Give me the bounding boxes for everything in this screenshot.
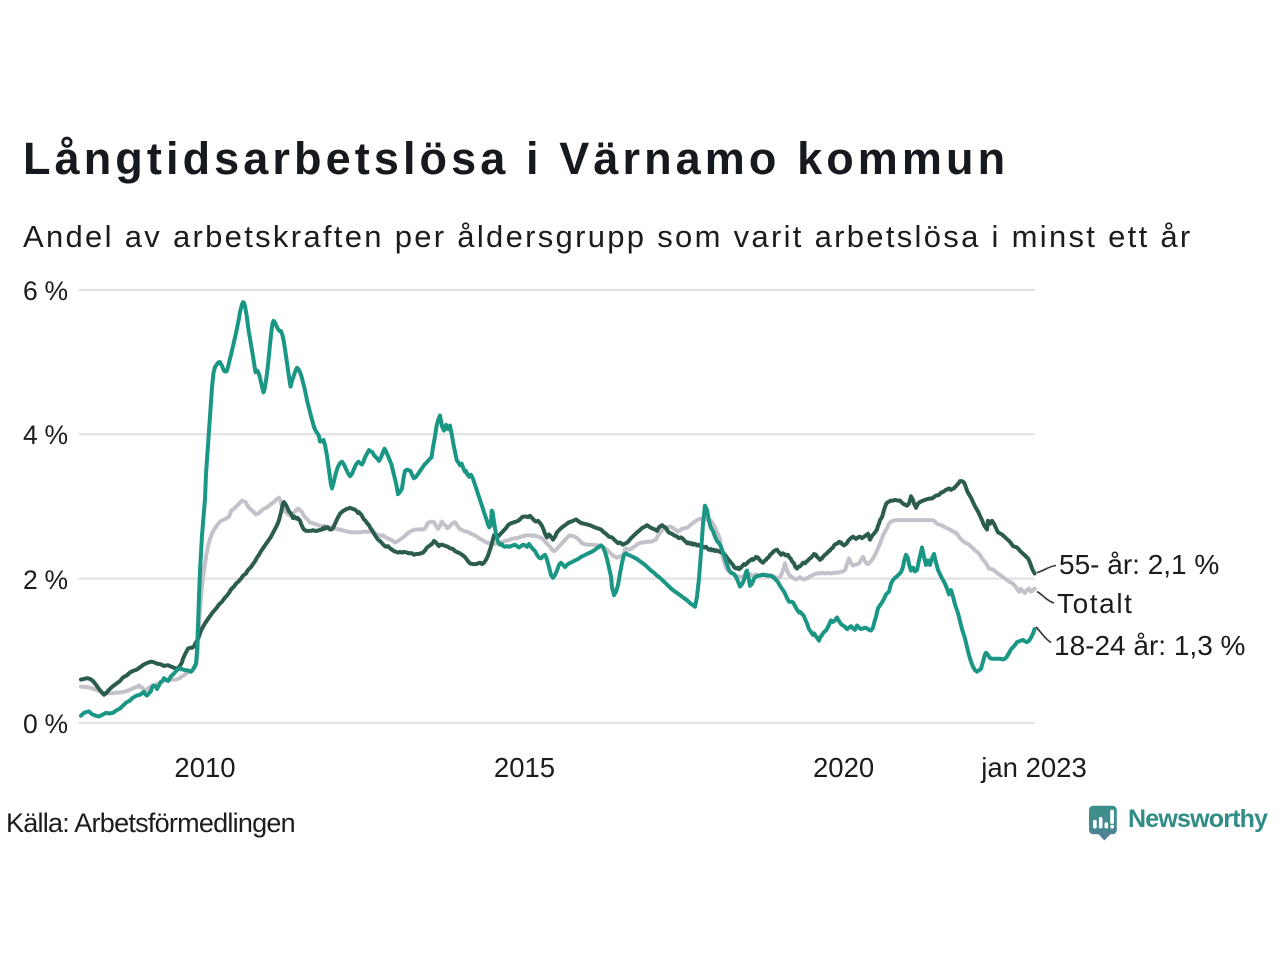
svg-text:Totalt: Totalt <box>1057 588 1134 619</box>
svg-text:55- år: 2,1 %: 55- år: 2,1 % <box>1059 549 1219 580</box>
svg-text:Newsworthy: Newsworthy <box>1128 805 1268 833</box>
svg-text:0 %: 0 % <box>23 709 68 739</box>
svg-text:4 %: 4 % <box>23 420 68 450</box>
svg-text:2010: 2010 <box>174 752 235 783</box>
svg-text:18-24 år: 1,3 %: 18-24 år: 1,3 % <box>1054 630 1245 661</box>
svg-text:6 %: 6 % <box>23 276 68 306</box>
svg-text:Källa: Arbetsförmedlingen: Källa: Arbetsförmedlingen <box>6 808 295 838</box>
svg-text:Andel av arbetskraften per åld: Andel av arbetskraften per åldersgrupp s… <box>23 219 1193 254</box>
svg-text:2015: 2015 <box>494 752 555 783</box>
svg-text:2 %: 2 % <box>23 565 68 595</box>
svg-text:jan 2023: jan 2023 <box>980 752 1087 783</box>
svg-text:Långtidsarbetslösa i Värnamo k: Långtidsarbetslösa i Värnamo kommun <box>23 133 1009 184</box>
svg-text:2020: 2020 <box>813 752 874 783</box>
